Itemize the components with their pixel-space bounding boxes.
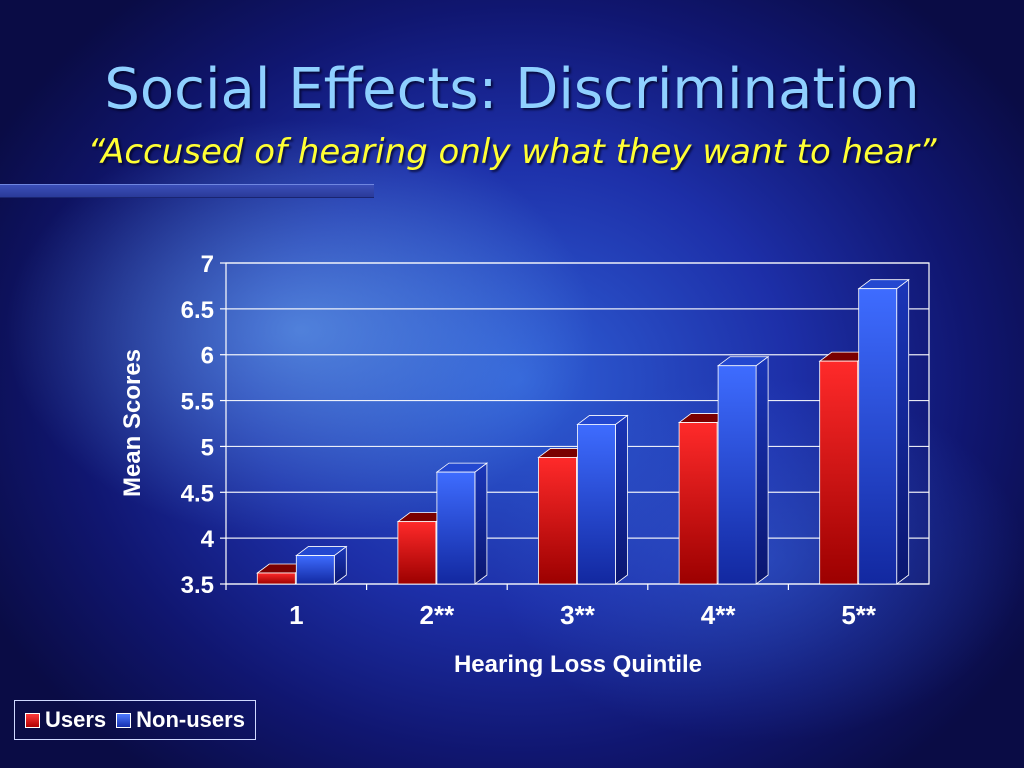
legend-label-users: Users: [45, 707, 107, 732]
y-tick-label: 6.5: [181, 297, 214, 324]
bar-nonusers-3: [576, 414, 629, 585]
y-tick-label: 4: [201, 526, 215, 553]
axis-labels: Hearing Loss Quintile Mean Scores: [119, 349, 702, 678]
x-category-label: 4**: [701, 600, 737, 630]
title-underline-bar: [0, 184, 374, 198]
bars: [256, 278, 910, 585]
x-category-label: 5**: [841, 600, 877, 630]
bar-nonusers-2: [435, 462, 489, 585]
x-category-label: 3**: [560, 600, 596, 630]
x-axis-title: Hearing Loss Quintile: [454, 651, 702, 678]
y-tick-label: 4.5: [181, 480, 214, 507]
bar-nonusers-1: [295, 545, 348, 585]
y-tick-label: 6: [201, 343, 214, 370]
slide-title: Social Effects: Discrimination: [104, 57, 920, 122]
y-axis-title: Mean Scores: [119, 349, 146, 497]
chart-legend: Users Non-users: [14, 700, 256, 740]
legend-item-nonusers: Non-users: [116, 707, 245, 733]
legend-swatch-nonusers: [116, 712, 132, 728]
slide-subtitle: “Accused of hearing only what they want …: [87, 132, 937, 172]
bar-nonusers-5: [857, 278, 910, 585]
x-category-label: 1: [289, 600, 303, 630]
y-tick-label: 7: [201, 251, 214, 278]
legend-swatch-users: [25, 712, 40, 728]
y-tick-label: 3.5: [181, 572, 214, 599]
y-tick-label: 5.5: [181, 389, 214, 416]
legend-label-nonusers: Non-users: [136, 707, 245, 732]
x-category-label: 2**: [420, 600, 456, 630]
y-tick-label: 5: [201, 434, 214, 461]
bar-nonusers-4: [716, 355, 770, 585]
legend-item-users: Users: [25, 707, 106, 733]
